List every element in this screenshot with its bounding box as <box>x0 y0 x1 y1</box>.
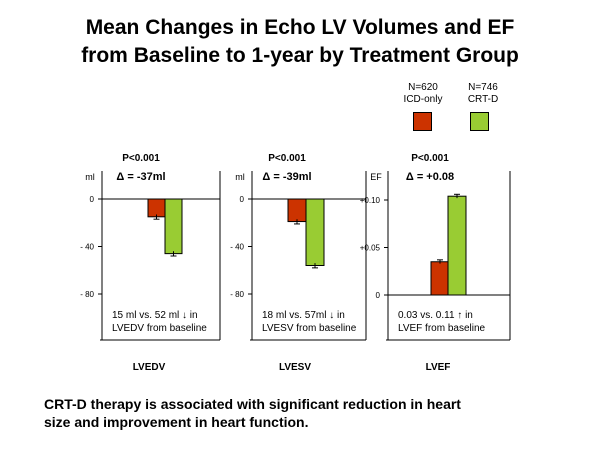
y-tick-label: - 80 <box>230 290 244 299</box>
bar-crt-d <box>447 195 467 296</box>
legend-crt-d: N=746 CRT-D <box>453 82 513 106</box>
panel-title: LVESV <box>279 362 311 373</box>
legend-icd-only: N=620 ICD-only <box>393 82 453 106</box>
annotation-line-1: 18 ml vs. 57ml ↓ in <box>262 310 345 321</box>
y-tick-label: - 40 <box>80 243 94 252</box>
chart-title: Mean Changes in Echo LV Volumes and EF f… <box>0 14 600 70</box>
legend-crt-n: N=746 <box>468 82 498 93</box>
legend-icd-label: ICD-only <box>403 94 443 105</box>
annotation-line-1: 0.03 vs. 0.11 ↑ in <box>398 310 473 321</box>
annotation-line-1: 15 ml vs. 52 ml ↓ in <box>112 310 198 321</box>
bar-icd-only <box>430 261 450 296</box>
bar-icd-only <box>287 198 307 223</box>
delta-label: Δ = -39ml <box>262 171 311 183</box>
panel-title: LVEF <box>426 362 451 373</box>
delta-label: Δ = -37ml <box>116 171 165 183</box>
y-tick-label: +0.10 <box>360 196 381 205</box>
bar-icd-only <box>147 198 166 218</box>
y-tick-label: 0 <box>240 195 245 204</box>
y-tick-label: - 40 <box>230 243 244 252</box>
footer-line-1: CRT-D therapy is associated with signifi… <box>44 396 461 412</box>
annotation-line-2: LVEDV from baseline <box>112 323 207 334</box>
legend-icd-swatch <box>413 112 432 131</box>
y-axis-unit-label: ml <box>85 172 95 182</box>
title-line-2: from Baseline to 1-year by Treatment Gro… <box>81 44 519 67</box>
y-tick-label: - 80 <box>80 290 94 299</box>
footer-line-2: size and improvement in heart function. <box>44 414 309 430</box>
y-axis-unit-label: EF <box>370 172 382 182</box>
title-line-1: Mean Changes in Echo LV Volumes and EF <box>85 16 515 39</box>
annotation-line-2: LVEF from baseline <box>398 323 486 334</box>
legend-crt-swatch <box>470 112 489 131</box>
y-axis-unit-label: ml <box>235 172 245 182</box>
bar-crt-d <box>305 198 325 266</box>
bar-crt-d <box>164 198 183 255</box>
y-tick-label: 0 <box>90 195 95 204</box>
y-tick-label: 0 <box>376 291 381 300</box>
p-value-label: P<0.001 <box>268 153 306 164</box>
legend-crt-label: CRT-D <box>467 94 499 105</box>
footer-text: CRT-D therapy is associated with signifi… <box>44 395 564 431</box>
legend-icd-n: N=620 <box>408 82 438 93</box>
annotation-line-2: LVESV from baseline <box>262 323 357 334</box>
p-value-label: P<0.001 <box>411 153 449 164</box>
delta-label: Δ = +0.08 <box>406 171 454 183</box>
panel-title: LVEDV <box>133 362 166 373</box>
y-tick-label: +0.05 <box>360 244 381 253</box>
p-value-label: P<0.001 <box>122 153 160 164</box>
